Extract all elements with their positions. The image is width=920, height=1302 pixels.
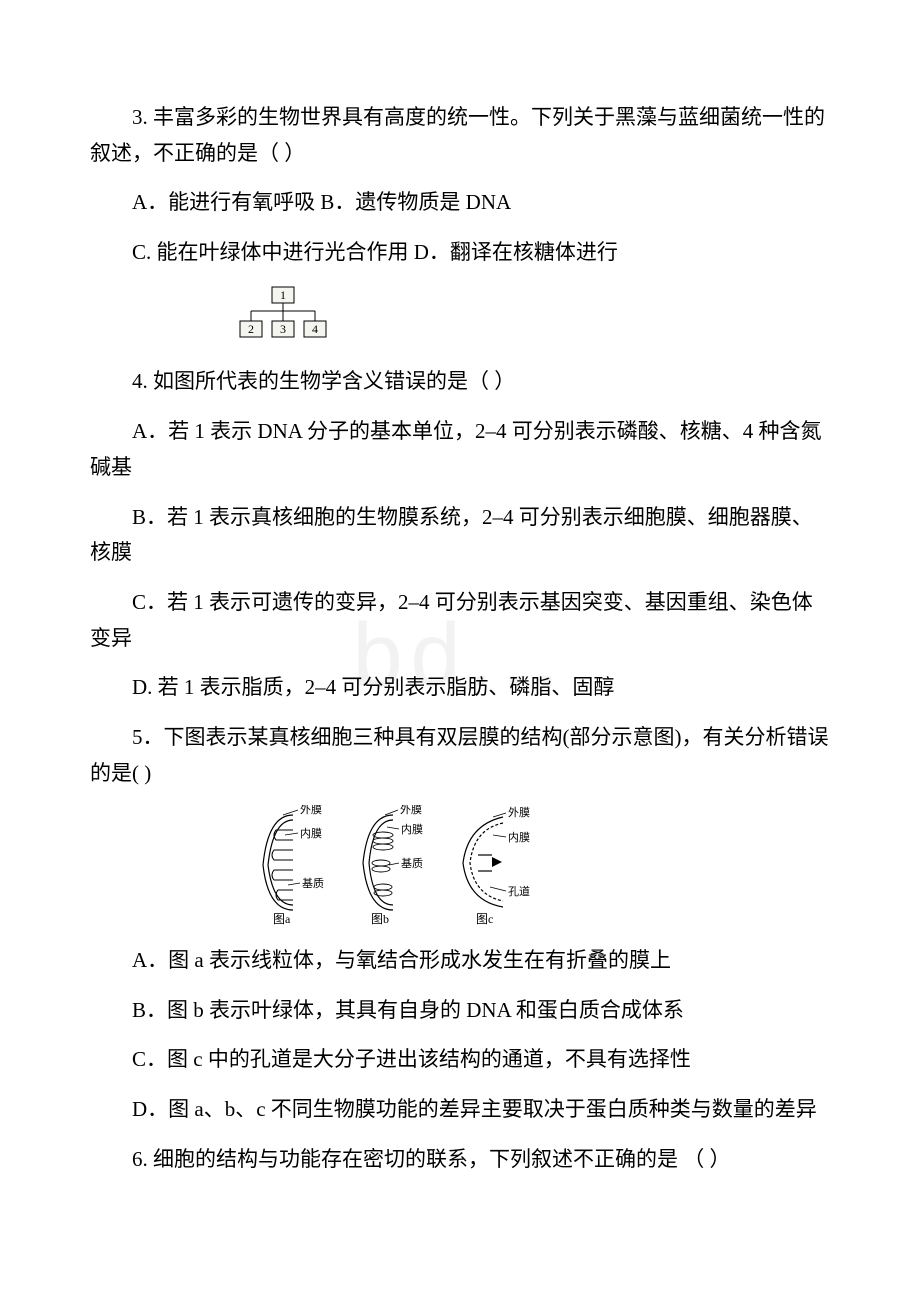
q4-option-c: C．若 1 表示可遗传的变异，2–4 可分别表示基因突变、基因重组、染色体变异 — [90, 585, 830, 656]
tree-box-3: 3 — [280, 322, 286, 336]
q5-option-c: C．图 c 中的孔道是大分子进出该结构的通道，不具有选择性 — [90, 1042, 830, 1078]
q5-option-d: D．图 a、b、c 不同生物膜功能的差异主要取决于蛋白质种类与数量的差异 — [90, 1092, 830, 1128]
q5-stem: 5．下图表示某真核细胞三种具有双层膜的结构(部分示意图)，有关分析错误的是( ) — [90, 720, 830, 791]
label-matrix-a: 基质 — [302, 877, 324, 890]
tree-box-2: 2 — [248, 322, 254, 336]
label-outer-a: 外膜 — [300, 805, 322, 816]
q4-option-a: A．若 1 表示 DNA 分子的基本单位，2–4 可分别表示磷酸、核糖、4 种含… — [90, 414, 830, 485]
caption-c: 图c — [476, 912, 493, 925]
caption-b: 图b — [371, 912, 389, 925]
document-content: 3. 丰富多彩的生物世界具有高度的统一性。下列关于黑藻与蓝细菌统一性的叙述，不正… — [90, 100, 830, 1177]
figure-b: 外膜 内膜 基质 图b — [363, 805, 423, 925]
figure-a: 外膜 内膜 基质 图a — [263, 805, 324, 925]
label-outer-b: 外膜 — [400, 805, 422, 816]
cell-diagram: 外膜 内膜 基质 图a 外膜 — [238, 805, 548, 937]
tree-box-4: 4 — [312, 322, 318, 336]
q3-option-cd: C. 能在叶绿体中进行光合作用 D．翻译在核糖体进行 — [90, 235, 830, 271]
tree-diagram: 1 2 3 4 — [238, 285, 328, 353]
label-pore-c: 孔道 — [508, 884, 530, 898]
caption-a: 图a — [273, 912, 291, 925]
label-inner-c: 内膜 — [508, 830, 530, 844]
q4-stem: 4. 如图所代表的生物学含义错误的是（ ） — [90, 364, 830, 400]
q5-option-b: B．图 b 表示叶绿体，其具有自身的 DNA 和蛋白质合成体系 — [90, 993, 830, 1029]
label-inner-a: 内膜 — [300, 826, 322, 840]
label-inner-b: 内膜 — [401, 822, 423, 836]
label-matrix-b: 基质 — [401, 857, 423, 870]
q4-option-d: D. 若 1 表示脂质，2–4 可分别表示脂肪、磷脂、固醇 — [90, 670, 830, 706]
q3-stem: 3. 丰富多彩的生物世界具有高度的统一性。下列关于黑藻与蓝细菌统一性的叙述，不正… — [90, 100, 830, 171]
figure-c: 外膜 内膜 孔道 图c — [463, 806, 530, 925]
q6-stem: 6. 细胞的结构与功能存在密切的联系，下列叙述不正确的是 （ ） — [90, 1142, 830, 1178]
q5-option-a: A．图 a 表示线粒体，与氧结合形成水发生在有折叠的膜上 — [90, 943, 830, 979]
label-outer-c: 外膜 — [508, 806, 530, 819]
tree-box-1: 1 — [280, 288, 286, 302]
q3-option-ab: A．能进行有氧呼吸 B．遗传物质是 DNA — [90, 185, 830, 221]
q4-option-b: B．若 1 表示真核细胞的生物膜系统，2–4 可分别表示细胞膜、细胞器膜、核膜 — [90, 500, 830, 571]
